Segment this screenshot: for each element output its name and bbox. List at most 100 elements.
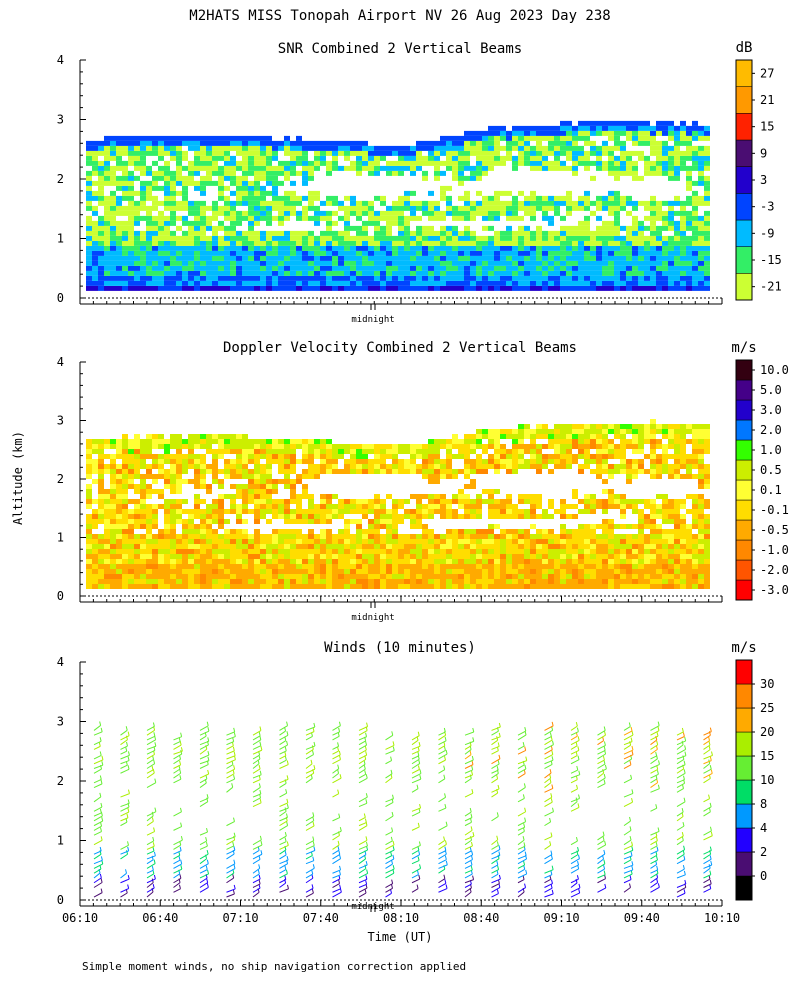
heatmap-cell bbox=[578, 225, 584, 231]
heatmap-cell bbox=[644, 160, 650, 166]
heatmap-cell bbox=[176, 434, 182, 439]
heatmap-cell bbox=[350, 250, 356, 256]
heatmap-cell bbox=[560, 464, 566, 469]
heatmap-cell bbox=[614, 429, 620, 434]
heatmap-cell bbox=[224, 275, 230, 281]
heatmap-cell bbox=[698, 270, 704, 276]
heatmap-cell bbox=[152, 140, 158, 146]
heatmap-cell bbox=[122, 519, 128, 524]
heatmap-cell bbox=[596, 539, 602, 544]
heatmap-cell bbox=[398, 165, 404, 171]
heatmap-cell bbox=[446, 155, 452, 161]
heatmap-cell bbox=[260, 494, 266, 499]
heatmap-cell bbox=[260, 155, 266, 161]
heatmap-cell bbox=[512, 469, 518, 474]
heatmap-cell bbox=[596, 574, 602, 579]
heatmap-cell bbox=[206, 489, 212, 494]
heatmap-cell bbox=[284, 150, 290, 156]
heatmap-cell bbox=[98, 539, 104, 544]
heatmap-cell bbox=[452, 564, 458, 569]
heatmap-cell bbox=[110, 175, 116, 181]
heatmap-cell bbox=[590, 554, 596, 559]
heatmap-cell bbox=[524, 584, 530, 589]
heatmap-cell bbox=[590, 245, 596, 251]
heatmap-cell bbox=[326, 459, 332, 464]
heatmap-cell bbox=[98, 579, 104, 584]
heatmap-cell bbox=[146, 579, 152, 584]
heatmap-cell bbox=[638, 265, 644, 271]
heatmap-cell bbox=[464, 509, 470, 514]
heatmap-cell bbox=[602, 245, 608, 251]
heatmap-cell bbox=[470, 559, 476, 564]
heatmap-cell bbox=[308, 459, 314, 464]
heatmap-cell bbox=[572, 145, 578, 151]
heatmap-cell bbox=[110, 255, 116, 261]
heatmap-cell bbox=[428, 270, 434, 276]
heatmap-cell bbox=[170, 185, 176, 191]
heatmap-cell bbox=[158, 474, 164, 479]
heatmap-cell bbox=[668, 165, 674, 171]
heatmap-cell bbox=[410, 444, 416, 449]
heatmap-cell bbox=[494, 260, 500, 266]
heatmap-cell bbox=[194, 464, 200, 469]
heatmap-cell bbox=[248, 145, 254, 151]
heatmap-cell bbox=[356, 275, 362, 281]
heatmap-cell bbox=[266, 215, 272, 221]
heatmap-cell bbox=[284, 250, 290, 256]
heatmap-cell bbox=[656, 210, 662, 216]
heatmap-cell bbox=[170, 579, 176, 584]
heatmap-cell bbox=[212, 449, 218, 454]
heatmap-cell bbox=[254, 200, 260, 206]
heatmap-cell bbox=[476, 160, 482, 166]
heatmap-cell bbox=[452, 250, 458, 256]
heatmap-cell bbox=[530, 579, 536, 584]
heatmap-cell bbox=[620, 564, 626, 569]
heatmap-cell bbox=[110, 155, 116, 161]
heatmap-cell bbox=[350, 205, 356, 211]
heatmap-cell bbox=[404, 514, 410, 519]
heatmap-cell bbox=[458, 574, 464, 579]
heatmap-cell bbox=[374, 235, 380, 241]
heatmap-cell bbox=[680, 220, 686, 226]
heatmap-cell bbox=[302, 484, 308, 489]
heatmap-cell bbox=[248, 509, 254, 514]
heatmap-cell bbox=[146, 544, 152, 549]
heatmap-cell bbox=[362, 235, 368, 241]
heatmap-cell bbox=[518, 464, 524, 469]
heatmap-cell bbox=[374, 564, 380, 569]
heatmap-cell bbox=[344, 225, 350, 231]
heatmap-cell bbox=[656, 285, 662, 291]
heatmap-cell bbox=[356, 539, 362, 544]
heatmap-cell bbox=[512, 200, 518, 206]
heatmap-cell bbox=[134, 459, 140, 464]
heatmap-cell bbox=[674, 210, 680, 216]
heatmap-cell bbox=[350, 280, 356, 286]
heatmap-cell bbox=[626, 275, 632, 281]
heatmap-cell bbox=[524, 150, 530, 156]
heatmap-cell bbox=[212, 439, 218, 444]
heatmap-cell bbox=[248, 265, 254, 271]
heatmap-cell bbox=[572, 265, 578, 271]
heatmap-cell bbox=[158, 170, 164, 176]
heatmap-cell bbox=[398, 584, 404, 589]
heatmap-cell bbox=[458, 504, 464, 509]
heatmap-cell bbox=[584, 499, 590, 504]
heatmap-cell bbox=[104, 559, 110, 564]
heatmap-cell bbox=[692, 235, 698, 241]
heatmap-cell bbox=[236, 579, 242, 584]
heatmap-cell bbox=[164, 549, 170, 554]
heatmap-cell bbox=[638, 200, 644, 206]
heatmap-cell bbox=[578, 569, 584, 574]
heatmap-cell bbox=[566, 225, 572, 231]
heatmap-cell bbox=[218, 449, 224, 454]
heatmap-cell bbox=[440, 210, 446, 216]
heatmap-cell bbox=[680, 240, 686, 246]
heatmap-cell bbox=[452, 140, 458, 146]
heatmap-cell bbox=[470, 140, 476, 146]
heatmap-cell bbox=[290, 549, 296, 554]
colorbar-label: -15 bbox=[760, 253, 782, 267]
heatmap-cell bbox=[170, 584, 176, 589]
heatmap-cell bbox=[248, 584, 254, 589]
heatmap-cell bbox=[638, 125, 644, 131]
heatmap-cell bbox=[446, 260, 452, 266]
